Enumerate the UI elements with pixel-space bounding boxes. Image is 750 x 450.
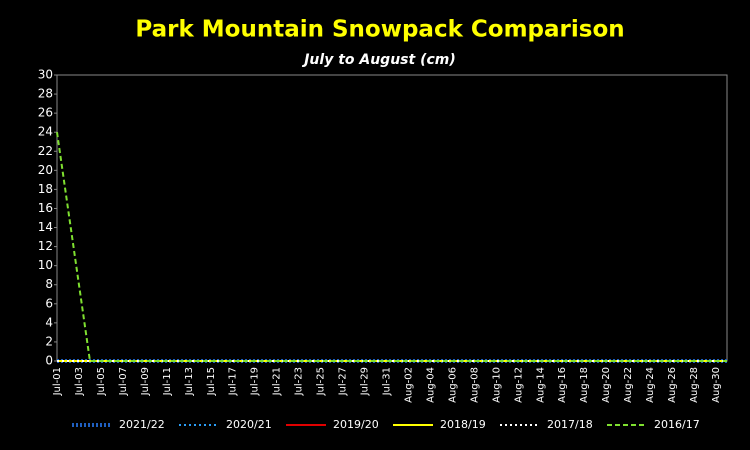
y-tick-label: 26 [38,106,53,120]
x-tick-label: Aug-22 [623,367,634,403]
y-tick-label: 16 [38,201,53,215]
x-tick-label: Aug-24 [645,367,656,403]
x-tick-label: Jul-31 [382,367,393,396]
x-tick-label: Jul-25 [316,367,327,396]
legend-label: 2019/20 [333,418,379,431]
x-tick-label: Aug-20 [601,367,612,403]
y-tick-label: 28 [38,87,53,101]
series-line [56,132,727,362]
legend-label: 2018/19 [440,418,486,431]
legend-label: 2020/21 [226,418,272,431]
chart-subtitle: July to August (cm) [301,52,456,68]
y-tick-label: 14 [38,220,53,234]
y-tick-label: 24 [38,125,53,139]
y-tick-label: 22 [38,144,53,158]
x-tick-label: Aug-30 [711,367,722,403]
y-tick-label: 4 [45,315,53,329]
x-tick-label: Jul-03 [74,367,85,396]
x-tick-label: Jul-17 [228,367,239,396]
y-tick-label: 12 [38,239,53,253]
y-tick-label: 2 [45,334,53,348]
x-tick-label: Jul-27 [338,367,349,396]
x-tick-label: Jul-09 [140,367,151,396]
x-tick-label: Jul-01 [52,367,63,396]
x-tick-label: Jul-11 [162,367,173,396]
x-tick-label: Aug-16 [557,367,568,403]
x-tick-label: Aug-02 [403,367,414,403]
x-tick-label: Jul-19 [250,367,261,396]
y-tick-label: 18 [38,182,53,196]
x-tick-label: Jul-15 [206,367,217,396]
x-tick-label: Aug-12 [513,367,524,403]
x-tick-label: Aug-04 [425,367,436,403]
x-tick-label: Aug-08 [469,367,480,403]
x-tick-label: Aug-06 [447,367,458,403]
chart-title: Park Mountain Snowpack Comparison [135,17,624,43]
x-tick-label: Aug-26 [667,367,678,403]
x-tick-label: Jul-21 [272,367,283,396]
legend-label: 2021/22 [119,418,165,431]
x-tick-label: Aug-14 [535,367,546,403]
x-tick-label: Aug-28 [689,367,700,403]
y-tick-label: 10 [38,258,53,272]
y-tick-label: 8 [45,277,53,291]
y-tick-label: 30 [38,68,53,82]
x-tick-label: Jul-13 [184,367,195,396]
x-tick-label: Aug-10 [491,367,502,403]
x-tick-label: Aug-18 [579,367,590,403]
x-tick-label: Jul-23 [294,367,305,396]
y-tick-label: 6 [45,296,53,310]
legend-label: 2016/17 [654,418,700,431]
y-tick-label: 0 [45,354,53,368]
x-tick-label: Jul-07 [118,367,129,396]
x-tick-label: Jul-05 [96,367,107,396]
y-tick-label: 20 [38,163,53,177]
legend-label: 2017/18 [547,418,593,431]
x-tick-label: Jul-29 [360,367,371,396]
